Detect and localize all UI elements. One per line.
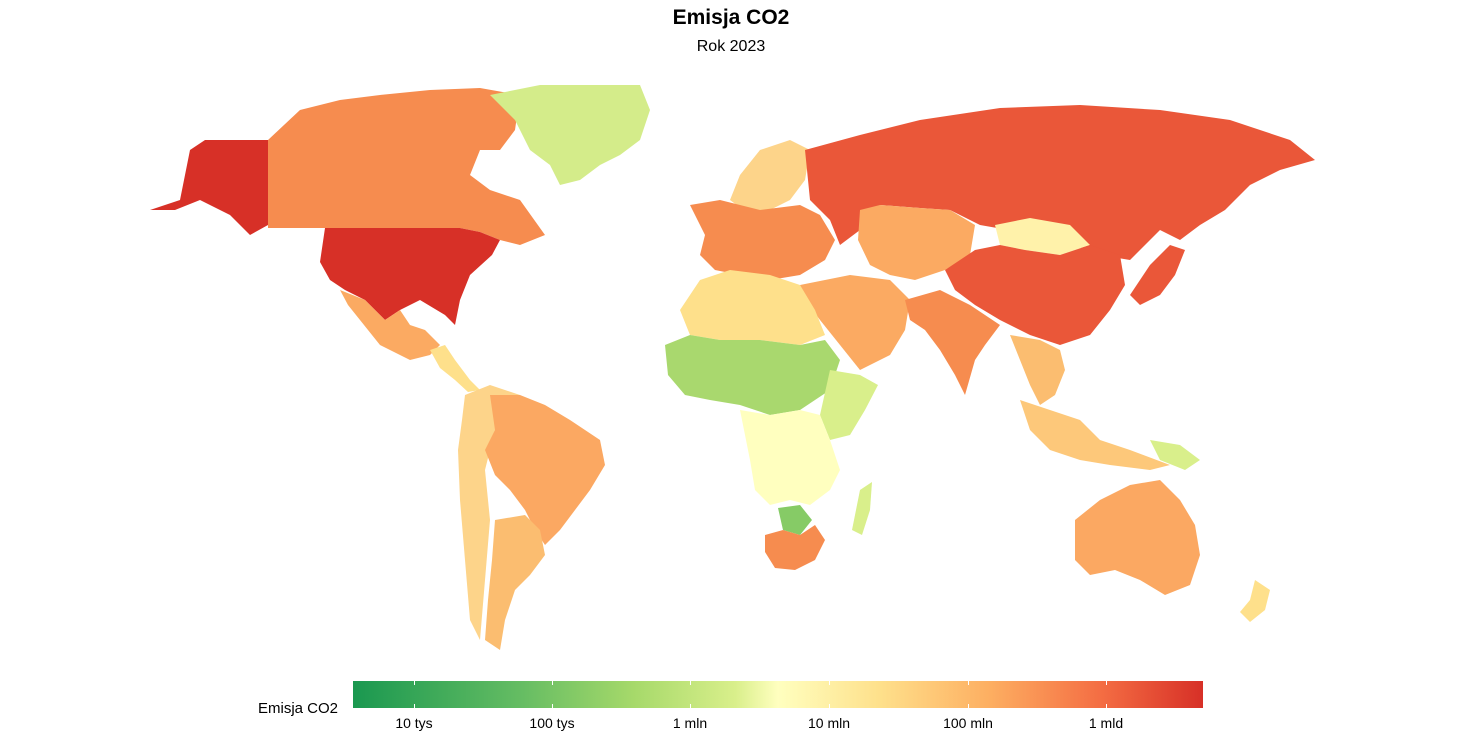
region-japan (1130, 245, 1185, 305)
region-papua-new-guinea (1150, 440, 1200, 470)
region-brazil (485, 395, 605, 545)
region-russia (805, 105, 1315, 260)
region-mexico (340, 290, 440, 360)
legend-tick-label: 1 mln (672, 715, 708, 731)
legend-tick-mark (1106, 704, 1107, 708)
region-india (905, 290, 1000, 395)
region-new-zealand (1240, 580, 1270, 622)
region-east-africa (820, 370, 878, 440)
region-madagascar (852, 482, 872, 535)
legend-tick-mark (829, 681, 830, 685)
legend-tick-mark (968, 704, 969, 708)
legend-colorbar (353, 681, 1203, 708)
region-united-states (320, 228, 500, 325)
region-europe (690, 200, 835, 280)
legend-tick-mark (552, 704, 553, 708)
world-map (150, 85, 1315, 650)
legend-tick-label: 10 mln (807, 715, 851, 731)
legend-tick-mark (552, 681, 553, 685)
region-north-africa (680, 270, 825, 345)
region-andes (458, 385, 520, 640)
legend-tick-mark (829, 704, 830, 708)
legend-tick-mark (690, 704, 691, 708)
legend-tick-label: 100 mln (943, 715, 993, 731)
legend-title: Emisja CO2 (258, 700, 339, 717)
region-mongolia (995, 218, 1090, 255)
region-central-america (430, 345, 480, 392)
region-scandinavia (730, 140, 810, 215)
region-greenland (490, 85, 650, 185)
region-southeast-asia (1010, 335, 1065, 405)
legend-tick-label: 10 tys (395, 715, 433, 731)
legend-tick-mark (414, 704, 415, 708)
region-china (945, 245, 1125, 345)
legend-tick-mark (690, 681, 691, 685)
region-central-africa (740, 410, 840, 505)
legend-tick-label: 1 mld (1088, 715, 1124, 731)
region-kazakhstan (858, 205, 975, 280)
region-middle-east (800, 275, 910, 370)
legend-tick-mark (968, 681, 969, 685)
map-title: Emisja CO2 (672, 6, 790, 29)
region-argentina (485, 515, 545, 650)
region-canada (268, 88, 545, 245)
region-australia (1075, 480, 1200, 595)
legend-tick-mark (414, 681, 415, 685)
region-south-africa (765, 525, 825, 570)
legend-tick-mark (1106, 681, 1107, 685)
region-sahel (665, 335, 840, 415)
map-subtitle: Rok 2023 (696, 38, 766, 55)
legend-tick-label: 100 tys (529, 715, 575, 731)
region-alaska (150, 140, 268, 235)
region-indonesia (1020, 400, 1170, 470)
region-botswana (778, 505, 812, 535)
